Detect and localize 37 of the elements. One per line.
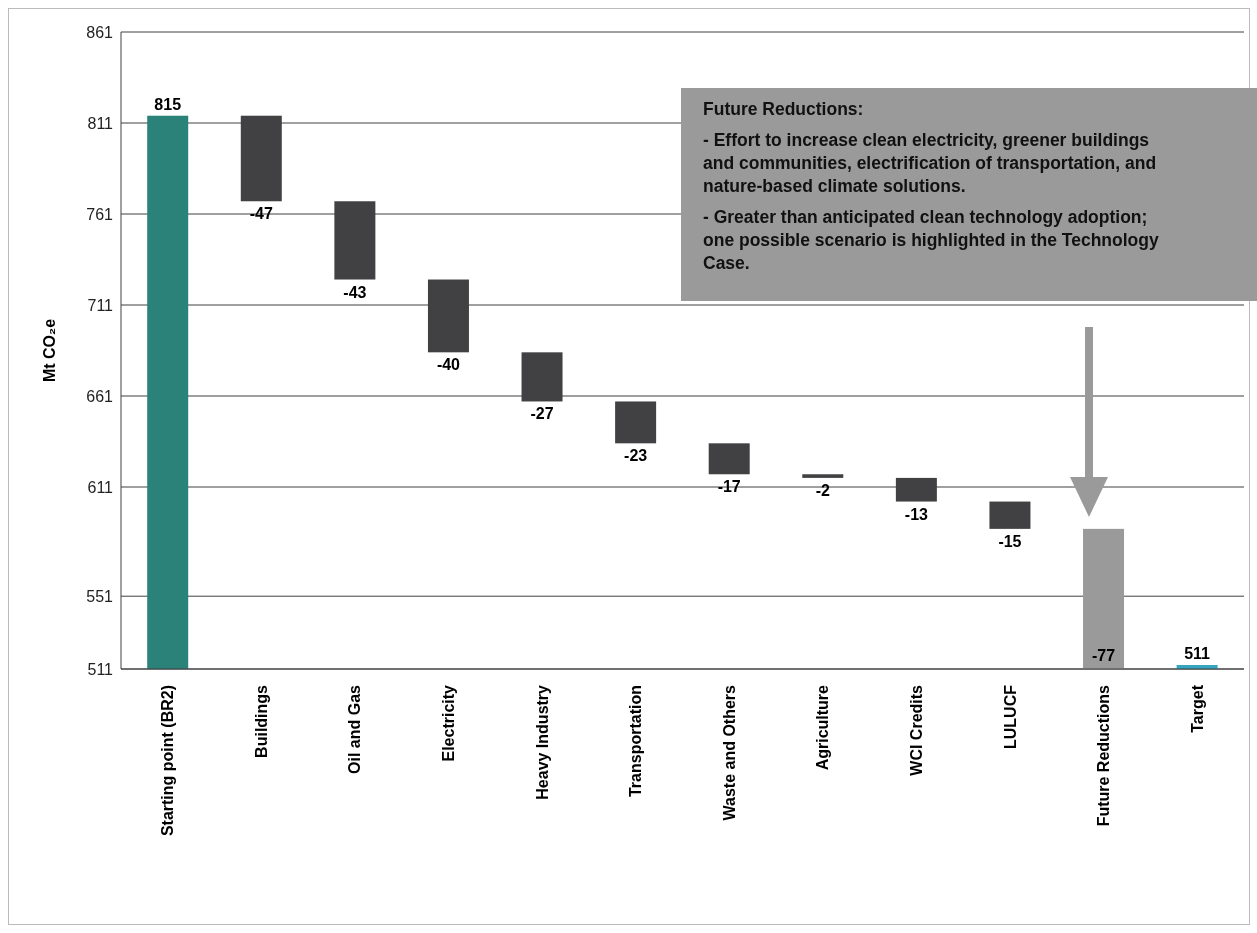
- annotation: Future Reductions:: [703, 98, 865, 121]
- y-tick-label: 711: [87, 296, 114, 314]
- y-axis-title: Mt CO₂e: [40, 318, 58, 383]
- text-box: Future Reductions: - Effort to increase clean electricity, greener buildings and communities, electrification of transportation, and nature-based climate solutions. - Greater than anticipated clean technology adoption; one possible scenario is highlighted in the Technology Case.: [681, 88, 1257, 301]
- y-tick-label: 551: [86, 587, 114, 605]
- data-label: -77: [1091, 647, 1116, 664]
- data-label: -47: [249, 205, 273, 223]
- data-label: -15: [998, 532, 1022, 550]
- data-label: -17: [717, 478, 741, 496]
- y-tick-label: 761: [86, 205, 114, 223]
- data-label: -2: [815, 481, 830, 499]
- data-label: -43: [343, 283, 367, 301]
- x-tick-label: Future Reductions: [1095, 684, 1113, 827]
- y-tick-label: 661: [86, 387, 114, 405]
- x-tick-label: WCI Credits: [907, 684, 925, 776]
- y-tick-label: 861: [86, 23, 114, 41]
- data-label: -40: [436, 356, 461, 374]
- data-label: 511: [1184, 645, 1211, 662]
- annotation: - Greater than anticipated clean technology adoption; one possible scenario is highlighted in the Technology Case.: [703, 206, 1160, 275]
- x-tick-label: LULUCF: [1001, 684, 1019, 749]
- annotation: - Effort to increase clean electricity, greener buildings and communities, electrification of transportation, and nature-based climate solutions.: [703, 129, 1158, 198]
- data-label: 815: [154, 95, 182, 113]
- x-tick-label: Oil and Gas: [346, 684, 364, 774]
- data-label: -23: [624, 447, 648, 465]
- data-label: -13: [904, 505, 929, 523]
- x-tick-label: Electricity: [440, 684, 458, 762]
- x-tick-label: Buildings: [252, 684, 270, 758]
- y-tick-label: 811: [87, 114, 114, 132]
- x-tick-label: Starting point (BR2): [159, 685, 177, 837]
- x-tick-label: Heavy Industry: [533, 684, 551, 800]
- x-tick-label: Target: [1188, 684, 1206, 733]
- x-tick-label: Transportation: [627, 685, 645, 798]
- x-tick-label: Waste and Others: [720, 684, 738, 821]
- x-tick-label: Agriculture: [814, 684, 832, 771]
- y-tick-label: 511: [87, 660, 114, 678]
- y-tick-label: 611: [87, 478, 114, 496]
- data-label: -27: [530, 405, 554, 423]
